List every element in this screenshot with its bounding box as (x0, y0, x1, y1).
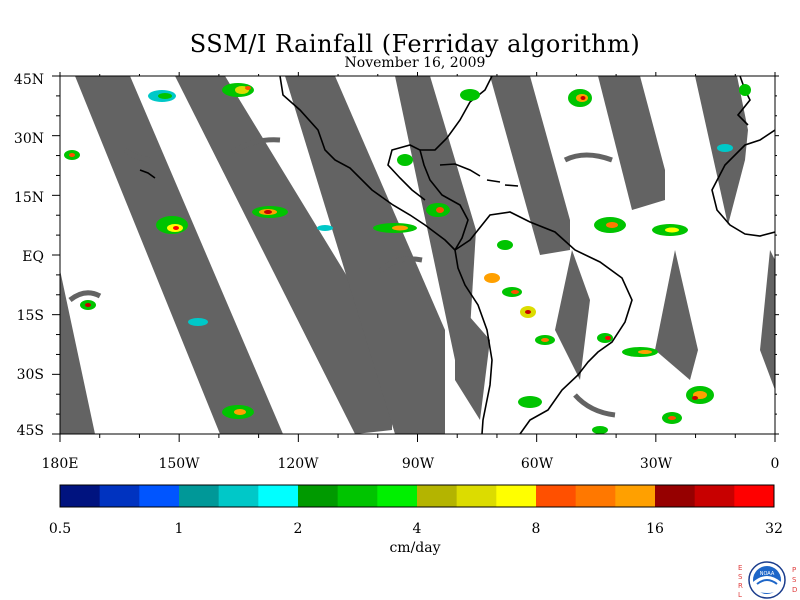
axis-ticks (52, 72, 779, 442)
colorbar-frame (59, 484, 775, 508)
rain-patch (397, 154, 413, 166)
colorbar-cell (139, 485, 180, 507)
swath-arcs (68, 137, 616, 418)
rain-patch (668, 416, 676, 420)
esrl-letters: E S R L P S D (738, 564, 797, 599)
lon-label-30w: 30W (639, 456, 673, 472)
lon-label-90w: 90W (401, 456, 435, 472)
colorbar-cell (615, 485, 656, 507)
rain-patches (64, 83, 751, 434)
colorbar-cell (694, 485, 735, 507)
logo-letter-right: P (792, 566, 796, 574)
rain-patch (525, 310, 531, 314)
rain-patch (605, 336, 611, 340)
colorbar-cell (99, 485, 140, 507)
rain-patch (245, 86, 251, 90)
rain-patch (518, 396, 542, 408)
colorbar-cell (734, 485, 775, 507)
noaa-logo: E S R L P S D NOAA (738, 561, 797, 599)
swath-gap (490, 76, 570, 255)
rain-patch (69, 153, 75, 157)
rain-patch (158, 93, 172, 99)
lat-label-eq: EQ (22, 249, 44, 265)
colorbar-cell (377, 485, 418, 507)
colorbar-label-4: 4 (412, 521, 422, 537)
colorbar-cell (218, 485, 259, 507)
colorbar-label-16: 16 (646, 521, 664, 537)
rain-patch (511, 290, 519, 294)
rain-patch (692, 396, 698, 400)
colorbar-cell (655, 485, 696, 507)
rain-patch (665, 227, 679, 233)
rain-patch (436, 207, 444, 213)
noaa-seal-text: NOAA (760, 571, 775, 577)
colorbar-cell (417, 485, 458, 507)
rain-patch (234, 409, 246, 415)
rain-patch (497, 240, 513, 250)
colorbar-cell (337, 485, 378, 507)
rain-patch (717, 144, 733, 152)
rain-patch (317, 225, 333, 231)
logo-letter-left: S (738, 573, 743, 581)
logo-letter-left: L (738, 591, 742, 599)
swath-gap (75, 76, 283, 434)
colorbar-cell (575, 485, 616, 507)
swath-gap (655, 250, 698, 380)
swath-gap (598, 76, 665, 210)
lat-label-15s: 15S (16, 308, 44, 324)
swath-gap (60, 270, 95, 434)
rain-patch (392, 225, 408, 231)
colorbar-label-2: 2 (293, 521, 303, 537)
rain-patch (188, 318, 208, 326)
colorbar-label-8: 8 (531, 521, 541, 537)
rain-patch (606, 222, 618, 228)
lat-label-45s: 45S (16, 423, 44, 439)
rain-patch (739, 84, 751, 96)
colorbar-cell (536, 485, 577, 507)
colorbar-cell (258, 485, 299, 507)
lat-label-30n: 30N (13, 131, 44, 147)
logo-letter-left: E (738, 564, 742, 572)
lon-label-180e: 180E (41, 456, 79, 472)
colorbar-units: cm/day (389, 540, 441, 556)
colorbar (60, 485, 775, 507)
lat-label-30s: 30S (16, 367, 44, 383)
swath-gap (760, 250, 775, 390)
lon-label-150w: 150W (158, 456, 200, 472)
colorbar-cell (496, 485, 537, 507)
colorbar-label-1: 1 (174, 521, 184, 537)
colorbar-label-32: 32 (765, 521, 783, 537)
rain-patch (541, 338, 549, 342)
rain-patch (460, 89, 480, 101)
swath-gap (555, 250, 590, 380)
lon-label-120w: 120W (277, 456, 319, 472)
swath-gap (455, 300, 490, 420)
rain-patch (85, 303, 91, 307)
coastlines (139, 76, 775, 434)
colorbar-cell (179, 485, 220, 507)
logo-letter-right: D (792, 586, 797, 594)
lat-label-45n: 45N (13, 72, 44, 88)
map-title: SSM/I Rainfall (Ferriday algorithm) (189, 30, 641, 58)
map-date: November 16, 2009 (344, 55, 486, 71)
rain-patch (484, 273, 500, 283)
rain-patch (592, 426, 608, 434)
rain-patch (264, 210, 272, 214)
colorbar-cell (298, 485, 339, 507)
swath-gap (175, 76, 392, 434)
lat-label-15n: 15N (13, 190, 44, 206)
rain-patch (638, 350, 652, 354)
swath-gap (285, 76, 445, 434)
rain-patch (173, 226, 179, 230)
logo-letter-right: S (792, 576, 797, 584)
lon-label-60w: 60W (520, 456, 554, 472)
logo-letter-left: R (738, 582, 743, 590)
colorbar-cell (456, 485, 497, 507)
rain-patch (580, 96, 586, 100)
colorbar-label-0-5: 0.5 (48, 521, 72, 537)
colorbar-cell (60, 485, 101, 507)
lon-label-0: 0 (770, 456, 780, 472)
